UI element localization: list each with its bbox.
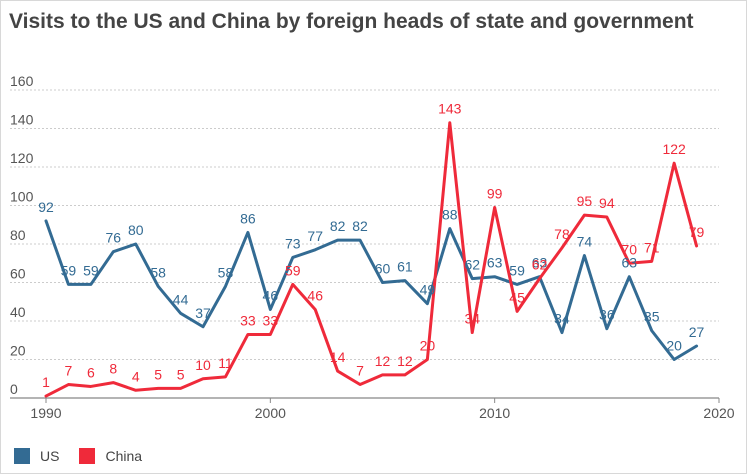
data-label-china: 7 bbox=[65, 363, 73, 379]
data-label-us: 20 bbox=[666, 338, 682, 354]
data-label-china: 45 bbox=[509, 289, 525, 305]
data-label-us: 61 bbox=[397, 259, 413, 275]
series-line-china bbox=[44, 121, 699, 398]
data-label-china: 59 bbox=[285, 262, 301, 278]
legend-label: China bbox=[105, 448, 143, 464]
data-label-china: 95 bbox=[577, 193, 593, 209]
data-label-china: 143 bbox=[438, 101, 462, 117]
data-label-us: 44 bbox=[173, 291, 189, 307]
y-tick-label: 0 bbox=[10, 381, 18, 397]
y-tick-label: 140 bbox=[10, 112, 34, 128]
y-tick-label: 60 bbox=[10, 266, 26, 282]
data-label-us: 27 bbox=[689, 324, 705, 340]
data-label-china: 8 bbox=[109, 361, 117, 377]
data-label-us: 63 bbox=[487, 255, 503, 271]
data-label-china: 71 bbox=[644, 239, 660, 255]
y-tick-label: 120 bbox=[10, 150, 34, 166]
data-label-china: 122 bbox=[662, 141, 686, 157]
legend-swatch bbox=[14, 448, 30, 464]
x-tick-label: 2010 bbox=[479, 405, 510, 421]
data-label-us: 34 bbox=[554, 311, 570, 327]
data-label-us: 92 bbox=[38, 199, 54, 215]
data-label-china: 62 bbox=[532, 257, 548, 273]
data-label-china: 20 bbox=[420, 338, 436, 354]
data-label-us: 35 bbox=[644, 309, 660, 325]
data-label-us: 63 bbox=[532, 255, 548, 271]
data-label-china: 34 bbox=[464, 311, 480, 327]
data-label-china: 12 bbox=[397, 353, 413, 369]
x-tick-label: 1990 bbox=[30, 405, 61, 421]
y-tick-label: 100 bbox=[10, 189, 34, 205]
data-label-china: 79 bbox=[689, 224, 705, 240]
data-label-us: 59 bbox=[83, 262, 99, 278]
chart-legend: US China bbox=[14, 446, 162, 466]
data-label-china: 6 bbox=[87, 364, 95, 380]
data-label-us: 63 bbox=[621, 255, 637, 271]
legend-swatch bbox=[79, 448, 96, 464]
data-label-china: 11 bbox=[218, 355, 233, 371]
data-label-china: 7 bbox=[356, 363, 364, 379]
data-label-china: 14 bbox=[330, 349, 346, 365]
legend-label: US bbox=[40, 448, 60, 464]
y-tick-label: 40 bbox=[10, 304, 26, 320]
y-tick-label: 160 bbox=[10, 73, 34, 89]
data-label-us: 59 bbox=[509, 262, 525, 278]
data-label-us: 88 bbox=[442, 207, 458, 223]
data-label-china: 4 bbox=[132, 368, 140, 384]
data-label-china: 12 bbox=[375, 353, 391, 369]
data-label-us: 86 bbox=[240, 210, 256, 226]
data-label-china: 10 bbox=[195, 357, 211, 373]
data-label-us: 58 bbox=[150, 264, 166, 280]
data-label-us: 62 bbox=[464, 257, 480, 273]
data-label-us: 80 bbox=[128, 222, 144, 238]
data-label-us: 82 bbox=[352, 218, 368, 234]
series-line-us bbox=[44, 219, 699, 361]
data-label-us: 82 bbox=[330, 218, 346, 234]
legend-item-china: China bbox=[79, 448, 142, 464]
data-label-us: 74 bbox=[577, 234, 593, 250]
data-label-china: 46 bbox=[307, 287, 323, 303]
data-label-china: 33 bbox=[240, 312, 256, 328]
data-label-us: 36 bbox=[599, 307, 615, 323]
data-label-us: 58 bbox=[218, 264, 234, 280]
data-label-china: 5 bbox=[177, 366, 185, 382]
chart-title: Visits to the US and China by foreign he… bbox=[9, 10, 694, 33]
data-label-china: 33 bbox=[263, 312, 279, 328]
data-label-us: 49 bbox=[420, 282, 436, 298]
data-label-china: 70 bbox=[621, 241, 637, 257]
x-tick-label: 2000 bbox=[255, 405, 286, 421]
data-label-us: 60 bbox=[375, 261, 391, 277]
data-label-china: 1 bbox=[42, 374, 50, 390]
data-label-us: 76 bbox=[106, 230, 122, 246]
data-label-us: 46 bbox=[263, 287, 279, 303]
data-label-china: 99 bbox=[487, 185, 503, 201]
legend-item-us: US bbox=[14, 448, 59, 464]
data-label-china: 78 bbox=[554, 226, 570, 242]
data-label-us: 73 bbox=[285, 235, 301, 251]
data-label-us: 77 bbox=[307, 228, 323, 244]
x-tick-label: 2020 bbox=[703, 405, 734, 421]
data-label-china: 5 bbox=[154, 366, 162, 382]
data-label-us: 37 bbox=[195, 305, 211, 321]
data-label-china: 94 bbox=[599, 195, 615, 211]
data-label-us: 59 bbox=[61, 262, 77, 278]
y-tick-label: 80 bbox=[10, 227, 26, 243]
y-tick-label: 20 bbox=[10, 343, 26, 359]
